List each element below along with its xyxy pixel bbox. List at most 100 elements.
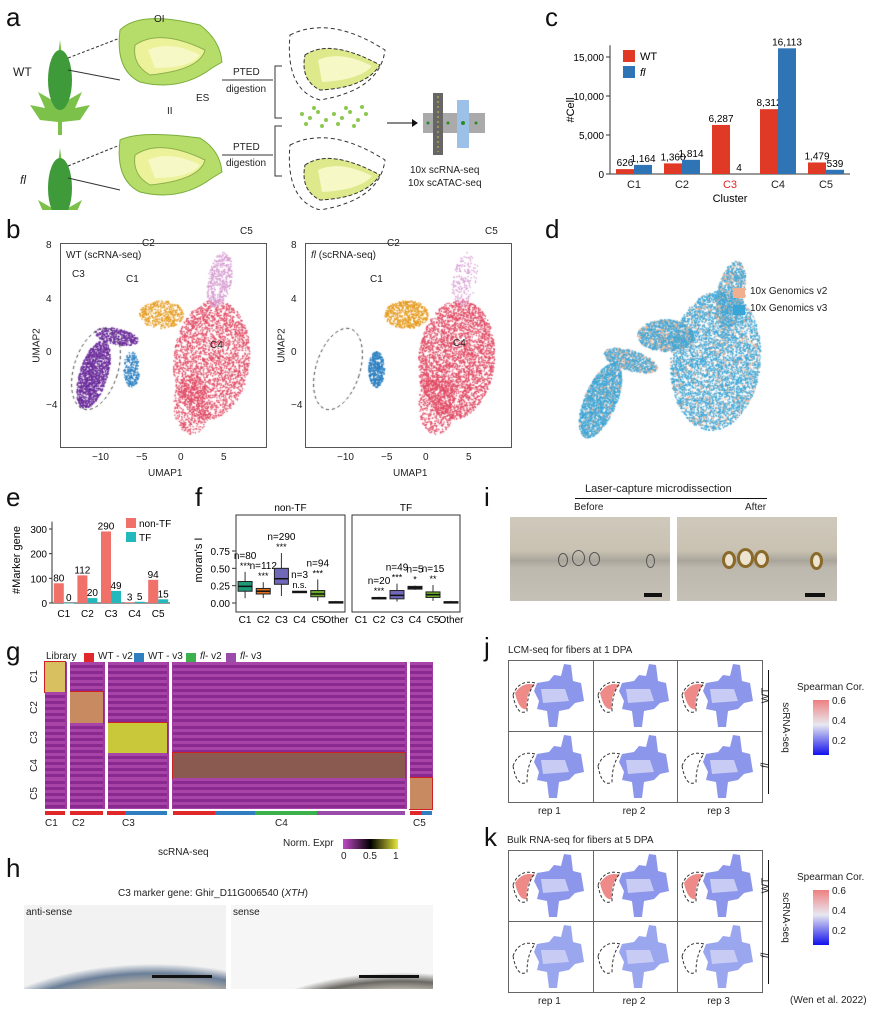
norm-expr-tick-05: 0.5: [363, 851, 377, 862]
heatmap-row-label: C3: [28, 731, 40, 744]
scatac-seq-label: 10x scATAC-seq: [408, 178, 482, 189]
umap-fl-frame: [305, 243, 512, 448]
x-tick-label: C2: [257, 615, 270, 626]
lcm-before-image: [510, 517, 670, 601]
y-axis-title: moran's I: [193, 538, 205, 583]
correlation-umap: [681, 735, 754, 798]
umap-shape-light: [541, 950, 569, 964]
correlation-umap: [597, 664, 669, 727]
c3-outline: [597, 871, 621, 903]
x-tick-label: C4: [128, 609, 141, 620]
heatmap-block-C2-C3: [107, 692, 167, 723]
heatmap-block-C1-C5: [410, 662, 432, 692]
x-tick-label: C3: [105, 609, 118, 620]
umap-shape-light: [625, 760, 654, 774]
heatmap-block-C3-C2: [70, 723, 103, 753]
cluster-label-C5: C5: [485, 226, 498, 237]
heatmap-block-C2-C2: [69, 691, 104, 724]
marker-heatmap: [44, 661, 433, 810]
umap-x-tick-label: −5: [381, 452, 393, 463]
umap-y-tick-label: −4: [46, 400, 58, 411]
x-tick-label: C5: [819, 179, 833, 191]
umap-fl-ylabel: UMAP2: [276, 328, 288, 363]
umap-fl-xlabel: UMAP1: [393, 468, 428, 479]
x-axis-title: Cluster: [713, 193, 748, 205]
cluster-label-C5: C5: [240, 226, 253, 237]
ish-sense-label: sense: [233, 907, 260, 918]
panel-label-d: d: [545, 214, 560, 244]
heatmap-block-C4-C2: [70, 753, 103, 778]
digestion-top-label: digestion: [226, 84, 267, 95]
norm-expr-label: Norm. Expr: [283, 838, 334, 849]
x-tick-label: C4: [293, 615, 306, 626]
bar-value-label: 15: [158, 589, 170, 600]
heatmap-gap: [67, 662, 70, 809]
c3-outline: [681, 681, 706, 713]
side-label: scRNA-seq: [779, 892, 791, 943]
wt-label: WT: [13, 65, 32, 79]
umap-x-tick-label: 0: [423, 452, 429, 463]
cluster-label-C2: C2: [387, 238, 400, 249]
correlation-umap-cell: [508, 850, 594, 922]
correlation-umap-cell: [508, 731, 594, 803]
correlation-umap: [512, 664, 584, 727]
y-tick-label: 15,000: [573, 53, 604, 64]
library-legend-title: Library: [46, 651, 77, 662]
lcm-after-image: [677, 517, 837, 601]
legend-label: TF: [139, 533, 151, 544]
pted-bottom-label: PTED: [233, 142, 260, 153]
bar-TF-C2: [87, 598, 98, 603]
rep-label: rep 1: [538, 996, 561, 1007]
umap-x-tick-label: −10: [337, 452, 354, 463]
x-tick-label: C1: [355, 615, 368, 626]
fl-ovule-icon: [118, 133, 223, 196]
bar-TF-C4: [134, 601, 145, 603]
heatmap-block-C5-C4: [173, 778, 405, 809]
colorbar-tick-label: 0.6: [832, 886, 846, 897]
lcm-title: Laser-capture microdissection: [585, 483, 732, 495]
row-group-line: [768, 860, 769, 984]
row-label-fl: fl: [760, 763, 771, 768]
correlation-umap-cell: [677, 660, 763, 732]
arrow-icon: [387, 119, 418, 127]
bar-value-label: 20: [87, 588, 99, 599]
heatmap-row-label: C4: [28, 758, 40, 772]
umap-shape-light: [710, 950, 739, 964]
panel-label-g: g: [6, 636, 21, 666]
bar-TF-C5: [158, 599, 169, 603]
heatmap-block-C1-C1: [44, 661, 66, 693]
heatmap-block-C4-C4: [172, 752, 406, 779]
cluster-label-C4: C4: [210, 340, 223, 351]
significance-label: ***: [392, 573, 403, 583]
legend-swatch: [623, 66, 635, 78]
fl-flower-icon: [38, 148, 82, 210]
lcm-title-underline: [575, 498, 767, 499]
rep-label: rep 2: [622, 996, 646, 1007]
y-tick-label: 0.00: [211, 599, 231, 610]
rep-label: rep 3: [707, 806, 730, 817]
umap-fl-scatter: [306, 244, 511, 447]
spearman-colorbar: [813, 700, 829, 755]
x-tick-label: Other: [438, 615, 464, 626]
digestion-bottom-label: digestion: [226, 158, 267, 169]
rep-label: rep 3: [707, 996, 730, 1007]
c3-high-correlation: [684, 874, 705, 900]
c3-outline: [512, 752, 536, 784]
heatmap-gap: [169, 662, 172, 809]
bar-value-label: 94: [148, 570, 160, 581]
colorbar-tick-label: 0.4: [832, 906, 846, 917]
side-label: scRNA-seq: [779, 702, 791, 753]
panel-label-e: e: [6, 482, 21, 512]
facet-frame: [235, 514, 346, 613]
legend-label: non-TF: [139, 519, 171, 530]
heatmap-col-label: C2: [72, 818, 85, 829]
correlation-umap-cell: [677, 731, 763, 803]
correlation-umap-cell: [508, 660, 594, 732]
c3-outline: [681, 871, 706, 903]
isolated-ovule-bottom-icon: [288, 137, 386, 210]
correlation-umap-cell: [592, 921, 679, 993]
bar-non-TF-C1: [53, 583, 64, 603]
x-tick-label: C3: [275, 615, 288, 626]
lcm-seq-title: LCM-seq for fibers at 1 DPA: [508, 645, 633, 656]
